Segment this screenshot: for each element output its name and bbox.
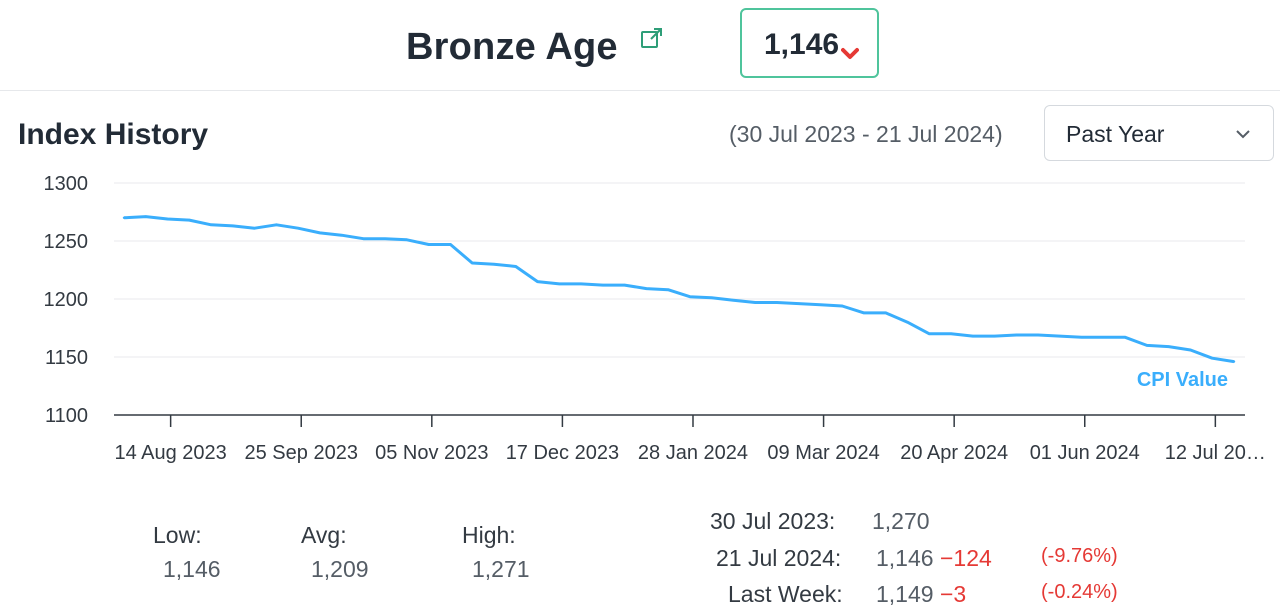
x-tick-label: 25 Sep 2023 — [245, 442, 358, 464]
page-title: Bronze Age — [406, 26, 618, 68]
legend-label: CPI Value — [1137, 369, 1228, 391]
series-line-cpi-value — [123, 215, 1235, 364]
data-point — [427, 243, 430, 246]
data-point — [122, 216, 126, 219]
data-point — [558, 282, 561, 286]
data-point — [384, 237, 387, 240]
data-point — [1058, 334, 1062, 338]
data-point — [318, 231, 322, 235]
current-value-badge: 1,146 — [740, 8, 879, 78]
data-point — [710, 296, 713, 299]
data-point — [1124, 336, 1127, 339]
last-week-change: −3 — [940, 581, 967, 607]
date-range: (30 Jul 2023 - 21 Jul 2024) — [729, 121, 1003, 147]
data-point — [688, 295, 692, 298]
x-tick-label: 05 Nov 2023 — [375, 442, 488, 464]
data-point — [1036, 333, 1040, 337]
data-point — [449, 243, 452, 246]
last-week-change-pct: (-0.24%) — [1041, 581, 1118, 603]
data-point — [492, 263, 496, 266]
period-dropdown[interactable]: Past Year — [1044, 105, 1274, 161]
data-point — [797, 302, 800, 305]
x-tick-label: 20 Apr 2024 — [900, 442, 1008, 464]
avg-value: 1,209 — [311, 556, 369, 582]
data-point — [819, 303, 822, 306]
x-tick-label: 12 Jul 20… — [1165, 442, 1266, 464]
y-tick-label: 1100 — [45, 405, 88, 427]
data-point — [862, 311, 866, 315]
page-header: Bronze Age 1,146 — [0, 0, 1280, 91]
index-history-chart: 1300 1250 1200 1150 1100 14 Aug 2023 25 Sep 20… — [44, 173, 1266, 464]
high-value: 1,271 — [472, 556, 530, 582]
data-point — [993, 334, 996, 338]
section-title: Index History — [18, 118, 209, 151]
end-change: −124 — [940, 545, 992, 571]
data-point — [188, 218, 191, 222]
avg-label: Avg: — [301, 522, 347, 548]
current-value: 1,146 — [764, 28, 840, 61]
low-label: Low: — [153, 522, 202, 548]
data-point — [1080, 336, 1083, 339]
data-point — [666, 288, 670, 291]
start-date-label: 30 Jul 2023: — [710, 508, 836, 534]
data-point — [601, 283, 604, 287]
data-point — [732, 299, 735, 302]
y-tick-label: 1250 — [44, 231, 89, 253]
last-week-value: 1,149 — [876, 581, 934, 607]
end-date-label: 21 Jul 2024: — [716, 545, 842, 571]
data-point — [471, 261, 474, 265]
data-point — [231, 224, 234, 228]
x-tick-label: 17 Dec 2023 — [506, 442, 619, 464]
data-point — [754, 301, 757, 304]
data-point — [514, 265, 517, 268]
data-point — [144, 215, 147, 218]
end-value: 1,146 — [876, 545, 934, 571]
data-point — [362, 237, 365, 240]
data-point — [275, 223, 278, 226]
data-point — [405, 238, 409, 241]
data-point — [884, 311, 887, 315]
external-link-icon[interactable] — [640, 26, 664, 50]
chevron-down-icon — [1235, 127, 1251, 139]
data-point — [1015, 333, 1018, 337]
data-point — [1232, 360, 1236, 363]
high-label: High: — [462, 522, 516, 548]
data-point — [536, 280, 539, 283]
data-point — [253, 227, 256, 230]
data-point — [623, 283, 626, 287]
data-point — [296, 227, 300, 230]
y-tick-label: 1150 — [45, 347, 88, 369]
data-point — [1167, 345, 1170, 348]
data-point — [928, 332, 931, 335]
x-tick-label: 09 Mar 2024 — [767, 442, 879, 464]
data-point — [645, 287, 648, 290]
trend-down-icon — [841, 47, 859, 61]
start-value: 1,270 — [872, 508, 930, 534]
data-point — [579, 282, 583, 286]
data-point — [906, 321, 909, 324]
end-change-pct: (-9.76%) — [1041, 545, 1118, 567]
low-stat: Low: — [153, 522, 202, 549]
data-point — [1189, 348, 1192, 352]
x-tick-label: 28 Jan 2024 — [638, 442, 748, 464]
data-point — [1211, 357, 1214, 360]
data-point — [1145, 344, 1149, 347]
data-point — [166, 217, 169, 221]
period-selected-value: Past Year — [1066, 121, 1165, 147]
data-point — [209, 223, 213, 226]
data-point — [971, 334, 974, 338]
data-point — [1102, 336, 1105, 339]
data-point — [340, 234, 343, 237]
y-tick-label: 1300 — [44, 173, 89, 195]
last-week-label: Last Week: — [728, 581, 843, 607]
data-point — [775, 301, 779, 304]
x-tick-label: 14 Aug 2023 — [114, 442, 226, 464]
low-value: 1,146 — [163, 556, 221, 582]
data-point — [841, 304, 844, 308]
x-tick-label: 01 Jun 2024 — [1030, 442, 1140, 464]
y-tick-label: 1200 — [44, 289, 89, 311]
data-point — [949, 332, 953, 335]
